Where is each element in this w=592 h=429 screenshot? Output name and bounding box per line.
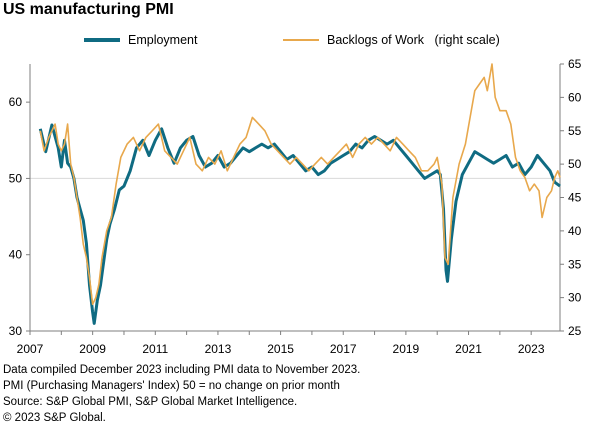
- right-tick-label: 50: [568, 157, 582, 171]
- chart-notes: Data compiled December 2023 including PM…: [3, 362, 360, 426]
- x-tick-label: 2017: [330, 342, 357, 356]
- right-tick-label: 40: [568, 224, 582, 238]
- note-line: Data compiled December 2023 including PM…: [3, 364, 361, 376]
- chart-plot: 30 40 50 60 25 30 35 40 45 50 55 60 65 2007 2009 2011 20…: [9, 57, 582, 356]
- right-tick-label: 65: [568, 57, 582, 71]
- x-tick-label: 2019: [393, 342, 420, 356]
- right-tick-label: 60: [568, 90, 582, 104]
- legend-item-backlogs: Backlogs of Work (right scale): [283, 33, 500, 47]
- note-line: PMI (Purchasing Managers' Index) 50 = no…: [3, 380, 340, 392]
- legend-item-employment: Employment: [84, 33, 197, 47]
- x-tick-label: 2009: [79, 342, 106, 356]
- chart-title: US manufacturing PMI: [3, 1, 174, 18]
- right-tick-label: 25: [568, 324, 582, 338]
- legend-label-employment: Employment: [128, 33, 198, 47]
- x-tick-label: 2013: [205, 342, 232, 356]
- right-tick-label: 55: [568, 124, 582, 138]
- right-tick-label: 45: [568, 191, 582, 205]
- legend-swatch-employment: [84, 38, 120, 42]
- right-tick-label: 35: [568, 257, 582, 271]
- series-line-backlogs: [39, 63, 561, 306]
- left-tick-label: 60: [9, 95, 23, 109]
- legend-label-backlogs: Backlogs of Work (right scale): [327, 33, 500, 47]
- note-line: © 2023 S&P Global.: [3, 412, 106, 424]
- x-tick-label: 2015: [267, 342, 294, 356]
- left-tick-label: 30: [9, 324, 23, 338]
- series-line-employment: [38, 123, 561, 325]
- x-tick-label: 2021: [455, 342, 482, 356]
- right-tick-label: 30: [568, 291, 582, 305]
- note-line: Source: S&P Global PMI, S&P Global Marke…: [3, 396, 298, 408]
- legend-swatch-backlogs: [283, 39, 319, 41]
- left-tick-label: 40: [9, 248, 23, 262]
- x-tick-label: 2023: [518, 342, 545, 356]
- x-tick-label: 2007: [17, 342, 44, 356]
- x-tick-label: 2011: [142, 342, 168, 356]
- left-tick-label: 50: [9, 171, 23, 185]
